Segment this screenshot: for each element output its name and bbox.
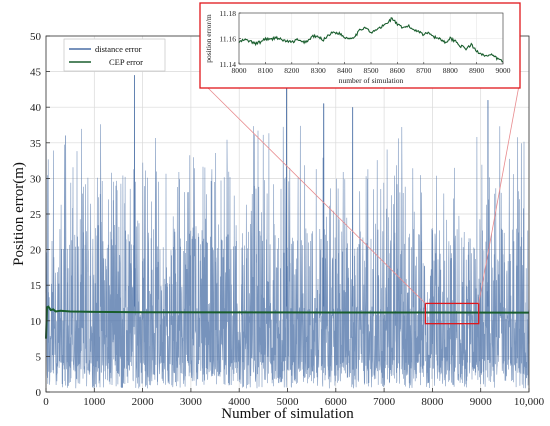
x-tick-label: 10,000 bbox=[514, 396, 545, 408]
inset-x-tick-label: 8700 bbox=[416, 66, 431, 75]
cep-error-line bbox=[45, 305, 530, 339]
inset-x-tick-label: 8800 bbox=[443, 66, 458, 75]
inset-x-axis-title: number of simulation bbox=[339, 76, 404, 85]
legend-label: distance error bbox=[95, 44, 142, 54]
x-tick-label: 5000 bbox=[277, 396, 300, 408]
distance-error-line bbox=[45, 75, 530, 389]
inset-x-tick-label: 8900 bbox=[469, 66, 484, 75]
legend-label: CEP error bbox=[109, 57, 143, 67]
inset-plot: 8000 8100 8200 8300 8400 8500 8600 8700 8800 8900… bbox=[199, 2, 521, 89]
highlight-box bbox=[424, 302, 480, 325]
inset-x-tick-label: 8400 bbox=[337, 66, 352, 75]
x-axis-title: Number of simulation bbox=[221, 406, 354, 422]
x-tick-label: 8000 bbox=[421, 396, 444, 408]
x-tick-label: 0 bbox=[43, 396, 49, 408]
y-tick-label: 25 bbox=[30, 209, 42, 221]
x-tick-label: 4000 bbox=[228, 396, 251, 408]
y-tick-label: 30 bbox=[30, 173, 42, 185]
x-tick-label: 2000 bbox=[132, 396, 155, 408]
y-tick-label: 50 bbox=[30, 31, 42, 43]
inset-x-tick-label: 9000 bbox=[496, 66, 511, 75]
y-tick-label: 5 bbox=[36, 351, 42, 363]
y-tick-label: 20 bbox=[30, 245, 42, 257]
inset-cep-line bbox=[238, 17, 504, 63]
inset-y-tick-label: 11.18 bbox=[219, 9, 236, 18]
inset-border bbox=[199, 2, 521, 89]
y-tick-label: 40 bbox=[30, 102, 42, 114]
main-plot: 0 1000 2000 3000 4000 5000 6000 7000 8000 9000 10,… bbox=[11, 31, 545, 422]
inset-x-tick-label: 8200 bbox=[284, 66, 299, 75]
y-tick-label: 45 bbox=[30, 67, 42, 79]
zoom-connector-lines bbox=[207, 79, 521, 304]
inset-y-axis-title: position error/m bbox=[204, 14, 213, 63]
inset-y-tick-label: 11.14 bbox=[219, 60, 236, 69]
zoom-connector-right bbox=[478, 79, 521, 304]
y-axis-title: Position error(m) bbox=[11, 162, 27, 266]
x-tick-label: 3000 bbox=[180, 396, 203, 408]
x-tick-label: 7000 bbox=[373, 396, 396, 408]
legend: distance error CEP error bbox=[63, 38, 166, 72]
inset-x-tick-label: 8500 bbox=[364, 66, 379, 75]
y-tick-label: 0 bbox=[36, 387, 42, 399]
inset-x-tick-label: 8000 bbox=[232, 66, 247, 75]
legend-box bbox=[63, 38, 166, 72]
inset-x-tick-label: 8100 bbox=[258, 66, 273, 75]
y-tick-label: 10 bbox=[30, 316, 42, 328]
inset-x-tick-label: 8600 bbox=[390, 66, 405, 75]
zoom-connector-left bbox=[207, 87, 426, 304]
x-tick-label: 1000 bbox=[83, 396, 106, 408]
x-tick-label: 9000 bbox=[470, 396, 493, 408]
y-tick-label: 35 bbox=[30, 138, 42, 150]
inset-x-tick-label: 8300 bbox=[311, 66, 326, 75]
x-tick-label: 6000 bbox=[325, 396, 348, 408]
inset-y-tick-label: 11.16 bbox=[219, 35, 236, 44]
y-tick-label: 15 bbox=[30, 280, 42, 292]
